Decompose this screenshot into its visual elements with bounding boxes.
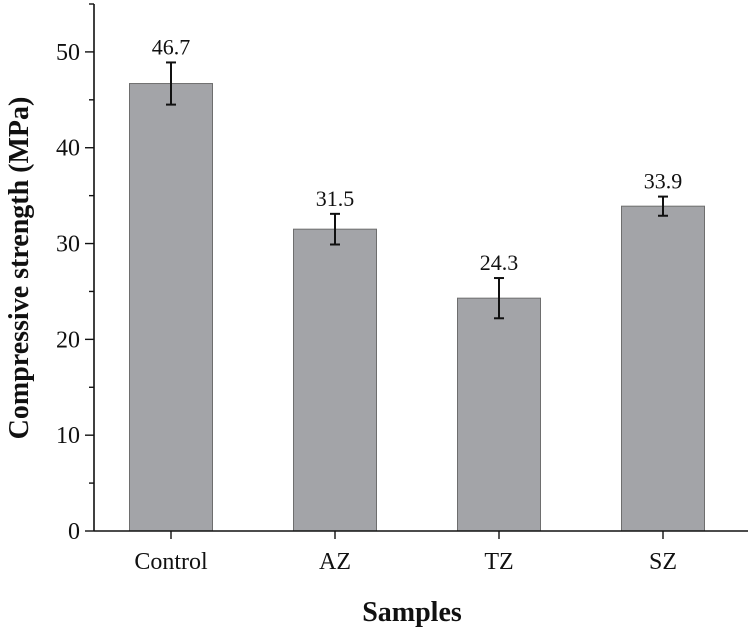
data-labels-layer: 46.7 31.5 24.3 33.9 xyxy=(152,34,683,275)
axes-layer xyxy=(93,4,748,532)
y-tick-label: 20 xyxy=(56,327,80,353)
x-tick-label: TZ xyxy=(484,549,513,575)
error-bars-layer xyxy=(166,61,668,320)
x-tick-label: SZ xyxy=(649,549,677,575)
value-label-tz: 24.3 xyxy=(480,250,519,275)
bar-tz xyxy=(457,297,541,532)
bar-sz xyxy=(621,205,705,532)
x-ticks-layer: Control AZ TZ SZ xyxy=(134,531,677,575)
y-tick-label: 30 xyxy=(56,232,80,258)
bar-control xyxy=(129,83,213,532)
value-label-control: 46.7 xyxy=(152,34,191,59)
x-tick-label: AZ xyxy=(319,549,351,575)
bars-layer xyxy=(129,83,705,532)
bar-az xyxy=(293,228,377,532)
value-label-sz: 33.9 xyxy=(644,169,683,194)
y-tick-label: 40 xyxy=(56,136,80,162)
x-axis-title: Samples xyxy=(362,597,462,628)
y-tick-label: 50 xyxy=(56,40,80,66)
y-tick-label: 10 xyxy=(56,423,80,449)
plot-frame xyxy=(93,4,748,532)
x-tick-label: Control xyxy=(134,549,208,575)
y-axis-title: Compressive strength (MPa) xyxy=(4,97,35,440)
value-label-az: 31.5 xyxy=(316,186,355,211)
y-tick-label: 0 xyxy=(68,519,80,545)
y-ticks-layer: 0 10 20 30 40 50 xyxy=(56,3,94,545)
